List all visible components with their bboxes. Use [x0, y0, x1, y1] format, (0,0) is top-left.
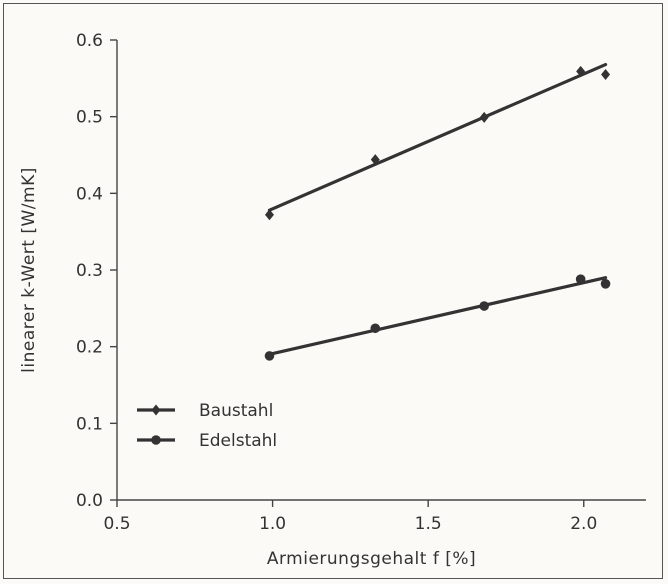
- baustahl-point: [479, 111, 489, 123]
- edelstahl-point: [600, 279, 611, 289]
- chart-frame: [3, 3, 663, 579]
- edelstahl-point: [479, 301, 489, 311]
- axes: 0.0 0.1 0.2 0.3 0.4 0.5 0.6 0.5 1.0 1.5 2.0: [76, 31, 646, 534]
- y-tick-label: 0.1: [76, 414, 103, 434]
- x-tick-label: 1.5: [415, 514, 442, 534]
- edelstahl-legend-marker: [151, 435, 161, 445]
- baustahl-point: [264, 209, 274, 221]
- baustahl-legend-marker: [151, 404, 161, 416]
- baustahl-point: [370, 154, 380, 166]
- edelstahl-point: [264, 351, 275, 361]
- y-tick-label: 0.0: [76, 491, 103, 511]
- legend: Baustahl Edelstahl: [137, 401, 277, 451]
- baustahl-legend-label: Baustahl: [199, 401, 273, 421]
- y-axis-label: linearer k-Wert [W/mK]: [19, 167, 39, 373]
- baustahl-point: [601, 69, 611, 80]
- edelstahl-point: [370, 323, 381, 334]
- edelstahl-fit-line: [267, 276, 608, 356]
- data-marks: [264, 65, 611, 361]
- fit-lines: [267, 62, 608, 356]
- y-tick-label: 0.2: [76, 338, 103, 358]
- y-tick-label: 0.3: [76, 261, 103, 281]
- x-axis-label: Armierungsgehalt f [%]: [267, 549, 476, 569]
- y-tick-label: 0.5: [76, 108, 103, 128]
- edelstahl-legend-label: Edelstahl: [199, 431, 277, 451]
- x-tick-label: 2.0: [570, 514, 597, 534]
- edelstahl-point: [575, 274, 586, 285]
- baustahl-fit-line: [267, 62, 608, 212]
- x-tick-label: 1.0: [259, 514, 286, 534]
- y-tick-label: 0.6: [76, 31, 103, 51]
- x-tick-label: 0.5: [103, 514, 130, 534]
- y-tick-label: 0.4: [76, 184, 103, 204]
- baustahl-point: [576, 65, 586, 77]
